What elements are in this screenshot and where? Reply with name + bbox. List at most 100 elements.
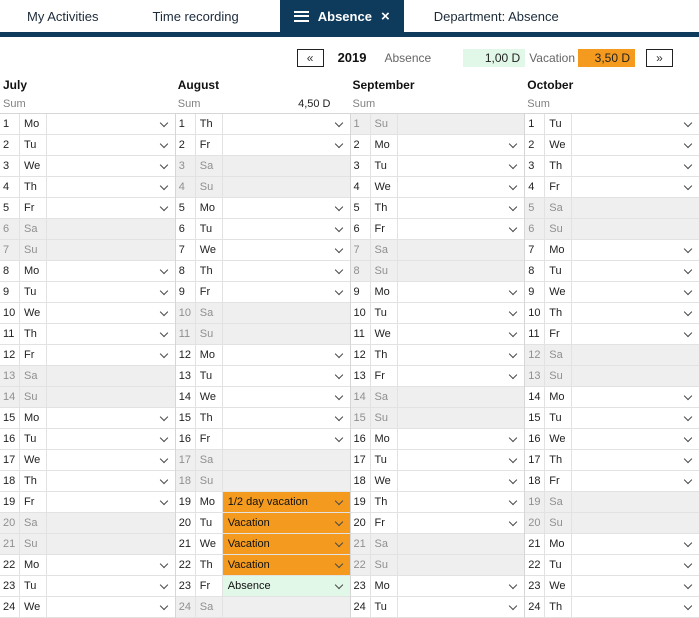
month-name: July [3, 78, 28, 92]
previous-year-button[interactable]: « [296, 48, 324, 67]
day-entry-select[interactable] [398, 177, 525, 197]
day-entry-select[interactable] [398, 492, 525, 512]
day-entry-select[interactable]: Vacation [222, 534, 350, 554]
day-row: 17 Th [525, 450, 699, 471]
day-entry-select[interactable] [572, 240, 699, 260]
chevron-down-icon [509, 307, 518, 317]
day-entry-select[interactable] [572, 387, 699, 407]
day-entry-select[interactable] [223, 261, 350, 281]
tab-department-absence[interactable]: Department: Absence [407, 0, 586, 32]
day-entry-select[interactable] [47, 177, 175, 197]
day-entry-select[interactable] [398, 471, 525, 491]
tab-my-activities[interactable]: My Activities [0, 0, 126, 32]
day-entry-select[interactable] [398, 450, 525, 470]
day-entry-select[interactable] [398, 345, 525, 365]
tab-time-recording[interactable]: Time recording [126, 0, 266, 32]
day-entry-select[interactable] [47, 450, 175, 470]
day-entry-select[interactable] [47, 156, 175, 176]
day-entry-select[interactable] [223, 282, 350, 302]
day-entry-select[interactable] [398, 324, 525, 344]
day-entry-select[interactable]: Vacation [222, 513, 350, 533]
day-entry-select[interactable] [47, 135, 175, 155]
day-entry-select[interactable] [47, 303, 175, 323]
day-entry-select[interactable] [572, 324, 699, 344]
day-entry-select[interactable] [47, 198, 175, 218]
day-weekday: We [545, 282, 573, 302]
hamburger-menu-icon[interactable] [293, 10, 309, 22]
day-row: 14 We [175, 387, 350, 408]
day-weekday: We [371, 324, 398, 344]
day-entry-select[interactable] [572, 282, 699, 302]
day-weekday: We [20, 597, 47, 617]
day-entry-select[interactable] [572, 429, 699, 449]
day-entry-select[interactable] [223, 345, 350, 365]
day-entry-select[interactable] [47, 429, 175, 449]
day-entry-select[interactable] [223, 198, 350, 218]
day-entry-select[interactable] [398, 135, 525, 155]
day-weekday: Su [20, 240, 47, 260]
day-entry-select[interactable] [223, 429, 350, 449]
day-entry-select[interactable] [398, 576, 525, 596]
day-entry-select[interactable] [47, 408, 175, 428]
day-entry-select[interactable] [572, 114, 699, 134]
day-entry-select[interactable] [398, 597, 525, 617]
day-entry-select[interactable] [223, 366, 350, 386]
day-number: 19 [525, 492, 546, 512]
day-entry-select[interactable]: Vacation [222, 555, 350, 575]
day-entry-select[interactable] [223, 135, 350, 155]
day-entry-select[interactable] [572, 597, 699, 617]
day-entry-select[interactable] [223, 114, 350, 134]
day-entry-select[interactable] [398, 429, 525, 449]
day-entry-select[interactable] [47, 345, 175, 365]
day-row: 2 Tu [0, 135, 175, 156]
day-entry-select[interactable] [572, 555, 699, 575]
day-cell-disabled [47, 513, 175, 533]
day-entry-select[interactable] [572, 177, 699, 197]
day-number: 22 [176, 555, 196, 575]
day-row: 19 Sa [525, 492, 699, 513]
day-entry-select[interactable] [47, 261, 175, 281]
chevron-down-icon [509, 286, 518, 296]
day-entry-select[interactable] [572, 471, 699, 491]
day-number: 2 [176, 135, 196, 155]
day-number: 8 [176, 261, 196, 281]
day-entry-select[interactable] [223, 240, 350, 260]
day-entry-select[interactable] [223, 219, 350, 239]
day-weekday: Sa [545, 345, 573, 365]
day-entry-select[interactable] [398, 513, 525, 533]
day-entry-select[interactable] [572, 156, 699, 176]
chevron-down-icon [159, 412, 168, 422]
tab-absence[interactable]: Absence × [279, 0, 404, 37]
day-number: 9 [525, 282, 546, 302]
day-entry-select[interactable] [398, 198, 525, 218]
day-number: 22 [0, 555, 20, 575]
close-icon[interactable]: × [380, 7, 390, 25]
day-entry-select[interactable]: 1/2 day vacation [222, 492, 350, 512]
day-entry-select[interactable] [572, 303, 699, 323]
day-weekday: Su [371, 114, 398, 134]
day-entry-select[interactable] [47, 492, 175, 512]
day-entry-select[interactable] [572, 408, 699, 428]
day-entry-select[interactable] [398, 219, 525, 239]
day-row: 8 Tu [525, 261, 699, 282]
day-entry-select[interactable] [572, 450, 699, 470]
day-entry-select[interactable] [572, 261, 699, 281]
day-entry-select[interactable] [47, 597, 175, 617]
day-entry-select[interactable]: Absence [222, 576, 350, 596]
day-entry-select[interactable] [398, 366, 525, 386]
day-entry-select[interactable] [398, 282, 525, 302]
day-entry-select[interactable] [47, 324, 175, 344]
day-entry-select[interactable] [47, 282, 175, 302]
day-entry-select[interactable] [572, 135, 699, 155]
day-entry-select[interactable] [572, 576, 699, 596]
next-year-button[interactable]: » [646, 48, 673, 67]
day-entry-select[interactable] [47, 576, 175, 596]
day-entry-select[interactable] [47, 114, 175, 134]
day-entry-select[interactable] [223, 408, 350, 428]
day-entry-select[interactable] [223, 387, 350, 407]
day-entry-select[interactable] [398, 156, 525, 176]
day-entry-select[interactable] [47, 471, 175, 491]
day-entry-select[interactable] [572, 534, 699, 554]
day-entry-select[interactable] [398, 303, 525, 323]
day-entry-select[interactable] [47, 555, 175, 575]
